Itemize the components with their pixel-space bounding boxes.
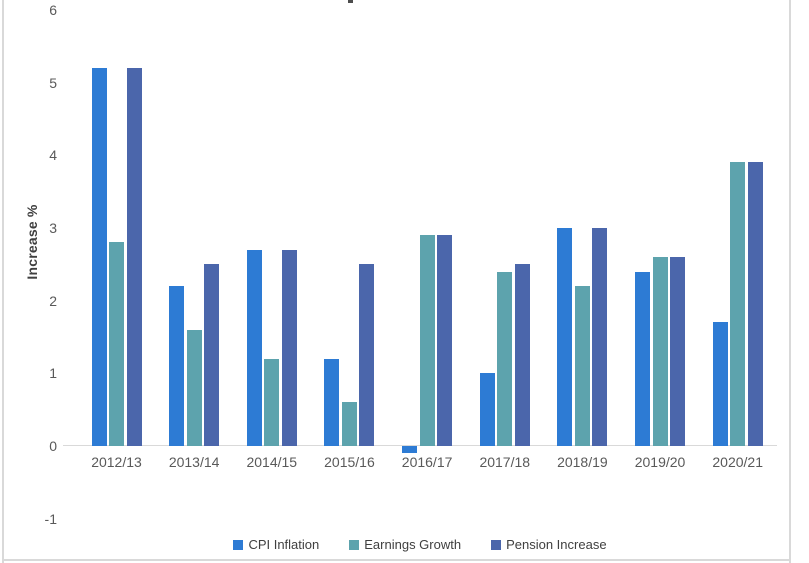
y-tick-label: 6 [49, 1, 57, 18]
cropped-title-fragment [348, 0, 353, 3]
x-axis-label: 2020/21 [712, 454, 763, 470]
legend-swatch-icon [491, 539, 502, 550]
bar-pension-increase [514, 264, 530, 446]
x-axis-label: 2017/18 [479, 454, 531, 470]
bar-cpi-inflation [246, 249, 262, 446]
frame-border-left [2, 0, 4, 563]
bar-pension-increase [204, 264, 220, 446]
legend: CPI Inflation Earnings Growth Pension Incr… [63, 537, 777, 552]
x-axis-label: 2016/17 [401, 454, 453, 470]
y-tick-label: 1 [49, 365, 57, 382]
frame-border-bottom [2, 559, 791, 561]
bar-earnings-growth [419, 235, 435, 446]
x-axis-label: 2019/20 [634, 454, 686, 470]
bar-cpi-inflation [91, 67, 107, 446]
y-tick-label: 3 [49, 219, 57, 236]
bar-pension-increase [747, 162, 763, 446]
bar-pension-increase [437, 235, 453, 446]
legend-swatch-icon [349, 539, 360, 550]
y-tick-label: 2 [49, 292, 57, 309]
y-tick-label: -1 [44, 510, 57, 527]
bar-cpi-inflation [557, 227, 573, 446]
bar-pension-increase [281, 249, 297, 446]
legend-item-cpi-inflation: CPI Inflation [233, 537, 319, 552]
y-tick-label: 4 [49, 147, 57, 164]
legend-label: CPI Inflation [248, 537, 320, 552]
bar-earnings-growth [497, 271, 513, 446]
bar-cpi-inflation [479, 373, 495, 446]
x-axis-label: 2014/15 [246, 454, 298, 470]
bar-cpi-inflation [402, 446, 418, 454]
y-axis-title: Increase % [24, 204, 40, 280]
bar-earnings-growth [652, 256, 668, 446]
bar-earnings-growth [341, 402, 357, 446]
bar-cpi-inflation [169, 286, 185, 446]
legend-label: Pension Increase [506, 537, 607, 552]
bar-pension-increase [592, 227, 608, 446]
x-axis-label: 2012/13 [91, 454, 142, 470]
legend-label: Earnings Growth [364, 537, 462, 552]
bar-pension-increase [670, 256, 686, 446]
y-tick-label: 0 [49, 438, 57, 454]
legend-item-pension-increase: Pension Increase [491, 537, 607, 552]
bar-pension-increase [359, 264, 375, 446]
bar-earnings-growth [264, 358, 280, 446]
bar-cpi-inflation [712, 322, 728, 446]
bar-earnings-growth [574, 286, 590, 446]
x-axis-label: 2018/19 [557, 454, 608, 470]
bar-pension-increase [126, 67, 142, 446]
x-axis-label: 2015/16 [324, 454, 375, 470]
legend-item-earnings-growth: Earnings Growth [349, 537, 461, 552]
bar-earnings-growth [186, 329, 202, 446]
bar-earnings-growth [730, 162, 746, 446]
y-tick-label: 5 [49, 74, 57, 91]
bar-cpi-inflation [635, 271, 651, 446]
bar-cpi-inflation [324, 358, 340, 446]
legend-swatch-icon [233, 539, 244, 550]
bar-earnings-growth [109, 242, 124, 446]
x-axis-label: 2013/14 [168, 454, 220, 470]
frame-border-right [789, 0, 791, 563]
